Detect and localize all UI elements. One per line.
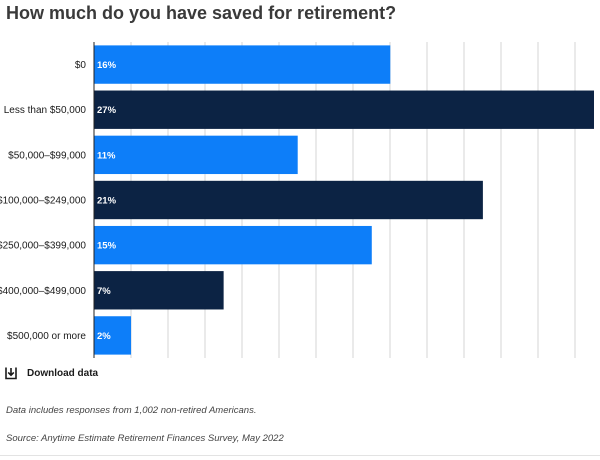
value-label: 7% bbox=[97, 286, 111, 297]
bar bbox=[94, 45, 391, 84]
bar bbox=[94, 180, 483, 220]
bar bbox=[94, 225, 372, 265]
category-label: $500,000 or more bbox=[7, 331, 86, 342]
category-label: $0 bbox=[75, 60, 87, 71]
category-labels: $0 Less than $50,000 $50,000–$99,000 $100,0… bbox=[0, 60, 86, 342]
download-data-label: Download data bbox=[27, 367, 99, 379]
category-label: $100,000–$249,000 bbox=[0, 196, 86, 207]
bar bbox=[94, 316, 132, 355]
chart-title: How much do you have saved for retiremen… bbox=[6, 3, 397, 23]
download-icon bbox=[4, 366, 18, 380]
divider bbox=[0, 455, 600, 456]
bar bbox=[94, 271, 224, 310]
value-label: 16% bbox=[97, 60, 117, 71]
source-note: Source: Anytime Estimate Retirement Fina… bbox=[6, 433, 284, 444]
value-label: 15% bbox=[97, 241, 117, 252]
value-labels: 16% 27% 11% 21% 15% 7% 2% bbox=[97, 60, 117, 342]
value-label: 21% bbox=[97, 196, 117, 207]
value-label: 27% bbox=[97, 105, 117, 116]
category-label: $50,000–$99,000 bbox=[8, 150, 86, 161]
bar-chart: $0 Less than $50,000 $50,000–$99,000 $100,0… bbox=[0, 42, 594, 358]
bars bbox=[94, 45, 594, 355]
bar bbox=[94, 135, 298, 175]
value-label: 11% bbox=[97, 150, 116, 161]
category-label: $400,000–$499,000 bbox=[0, 286, 86, 297]
data-note: Data includes responses from 1,002 non-r… bbox=[6, 405, 257, 416]
value-label: 2% bbox=[97, 331, 111, 342]
bar bbox=[94, 90, 594, 129]
category-label: Less than $50,000 bbox=[4, 105, 87, 116]
download-data-button[interactable]: Download data bbox=[4, 366, 98, 380]
category-label: $250,000–$399,000 bbox=[0, 241, 86, 252]
